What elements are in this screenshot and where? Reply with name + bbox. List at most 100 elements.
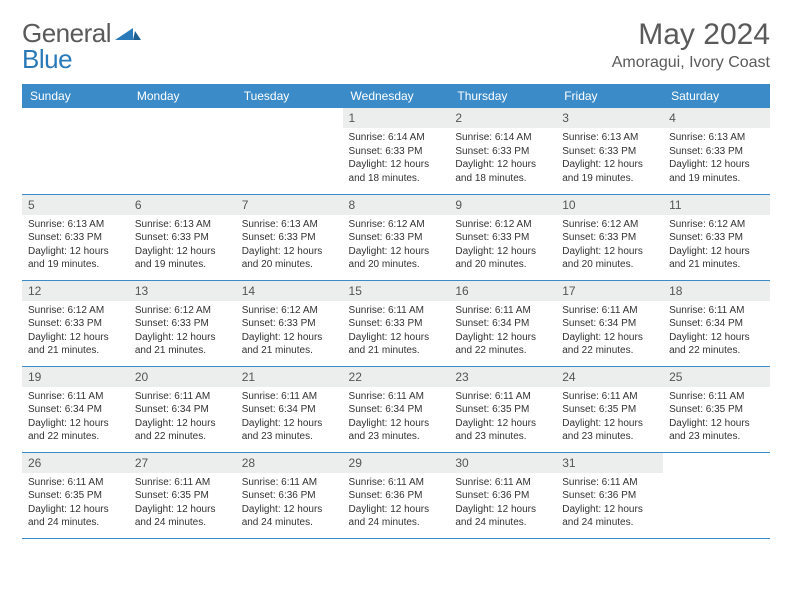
calendar-cell: 28Sunrise: 6:11 AMSunset: 6:36 PMDayligh…	[236, 452, 343, 538]
weekday-header: Saturday	[663, 84, 770, 108]
sunset-text: Sunset: 6:36 PM	[562, 489, 657, 503]
day-info: Sunrise: 6:12 AMSunset: 6:33 PMDaylight:…	[236, 301, 343, 362]
day-info: Sunrise: 6:13 AMSunset: 6:33 PMDaylight:…	[236, 215, 343, 276]
sunrise-text: Sunrise: 6:12 AM	[242, 304, 337, 318]
calendar-cell: 5Sunrise: 6:13 AMSunset: 6:33 PMDaylight…	[22, 194, 129, 280]
day-info: Sunrise: 6:14 AMSunset: 6:33 PMDaylight:…	[449, 128, 556, 189]
day-info: Sunrise: 6:11 AMSunset: 6:36 PMDaylight:…	[556, 473, 663, 534]
daylight-text: Daylight: 12 hours and 21 minutes.	[349, 331, 444, 358]
calendar-cell: 25Sunrise: 6:11 AMSunset: 6:35 PMDayligh…	[663, 366, 770, 452]
daylight-text: Daylight: 12 hours and 24 minutes.	[562, 503, 657, 530]
day-number: 1	[343, 108, 450, 128]
day-info: Sunrise: 6:11 AMSunset: 6:35 PMDaylight:…	[129, 473, 236, 534]
daylight-text: Daylight: 12 hours and 20 minutes.	[455, 245, 550, 272]
sunset-text: Sunset: 6:35 PM	[562, 403, 657, 417]
sunset-text: Sunset: 6:33 PM	[349, 317, 444, 331]
daylight-text: Daylight: 12 hours and 24 minutes.	[28, 503, 123, 530]
day-info: Sunrise: 6:11 AMSunset: 6:36 PMDaylight:…	[343, 473, 450, 534]
day-number: 3	[556, 108, 663, 128]
day-number: 13	[129, 281, 236, 301]
daylight-text: Daylight: 12 hours and 19 minutes.	[135, 245, 230, 272]
sunrise-text: Sunrise: 6:11 AM	[242, 390, 337, 404]
sunset-text: Sunset: 6:33 PM	[28, 231, 123, 245]
day-info: Sunrise: 6:12 AMSunset: 6:33 PMDaylight:…	[22, 301, 129, 362]
sunrise-text: Sunrise: 6:11 AM	[28, 476, 123, 490]
daylight-text: Daylight: 12 hours and 22 minutes.	[28, 417, 123, 444]
sunrise-text: Sunrise: 6:11 AM	[349, 304, 444, 318]
day-info: Sunrise: 6:11 AMSunset: 6:34 PMDaylight:…	[129, 387, 236, 448]
day-info: Sunrise: 6:11 AMSunset: 6:34 PMDaylight:…	[556, 301, 663, 362]
sunset-text: Sunset: 6:35 PM	[455, 403, 550, 417]
weekday-header-row: Sunday Monday Tuesday Wednesday Thursday…	[22, 84, 770, 108]
sunrise-text: Sunrise: 6:11 AM	[562, 304, 657, 318]
daylight-text: Daylight: 12 hours and 21 minutes.	[28, 331, 123, 358]
day-number: 22	[343, 367, 450, 387]
day-number: 2	[449, 108, 556, 128]
weekday-header: Sunday	[22, 84, 129, 108]
calendar-week-row: 19Sunrise: 6:11 AMSunset: 6:34 PMDayligh…	[22, 366, 770, 452]
sunrise-text: Sunrise: 6:11 AM	[562, 476, 657, 490]
calendar-cell: 12Sunrise: 6:12 AMSunset: 6:33 PMDayligh…	[22, 280, 129, 366]
daylight-text: Daylight: 12 hours and 23 minutes.	[669, 417, 764, 444]
sunset-text: Sunset: 6:33 PM	[28, 317, 123, 331]
daylight-text: Daylight: 12 hours and 23 minutes.	[349, 417, 444, 444]
calendar-cell: 13Sunrise: 6:12 AMSunset: 6:33 PMDayligh…	[129, 280, 236, 366]
calendar-cell: 7Sunrise: 6:13 AMSunset: 6:33 PMDaylight…	[236, 194, 343, 280]
day-number: 9	[449, 195, 556, 215]
day-number: 26	[22, 453, 129, 473]
day-info: Sunrise: 6:11 AMSunset: 6:35 PMDaylight:…	[663, 387, 770, 448]
day-number: 12	[22, 281, 129, 301]
weekday-header: Tuesday	[236, 84, 343, 108]
calendar-week-row: 12Sunrise: 6:12 AMSunset: 6:33 PMDayligh…	[22, 280, 770, 366]
day-info: Sunrise: 6:12 AMSunset: 6:33 PMDaylight:…	[343, 215, 450, 276]
weekday-header: Monday	[129, 84, 236, 108]
daylight-text: Daylight: 12 hours and 20 minutes.	[242, 245, 337, 272]
calendar-cell: 20Sunrise: 6:11 AMSunset: 6:34 PMDayligh…	[129, 366, 236, 452]
daylight-text: Daylight: 12 hours and 20 minutes.	[349, 245, 444, 272]
day-info: Sunrise: 6:12 AMSunset: 6:33 PMDaylight:…	[556, 215, 663, 276]
day-number: 17	[556, 281, 663, 301]
sunset-text: Sunset: 6:33 PM	[242, 231, 337, 245]
calendar-week-row: 5Sunrise: 6:13 AMSunset: 6:33 PMDaylight…	[22, 194, 770, 280]
sunrise-text: Sunrise: 6:11 AM	[135, 476, 230, 490]
weekday-header: Friday	[556, 84, 663, 108]
month-title: May 2024	[612, 18, 770, 52]
day-number: 20	[129, 367, 236, 387]
daylight-text: Daylight: 12 hours and 22 minutes.	[455, 331, 550, 358]
calendar-cell: 8Sunrise: 6:12 AMSunset: 6:33 PMDaylight…	[343, 194, 450, 280]
daylight-text: Daylight: 12 hours and 24 minutes.	[135, 503, 230, 530]
calendar-cell: 14Sunrise: 6:12 AMSunset: 6:33 PMDayligh…	[236, 280, 343, 366]
daylight-text: Daylight: 12 hours and 22 minutes.	[562, 331, 657, 358]
calendar-cell: 2Sunrise: 6:14 AMSunset: 6:33 PMDaylight…	[449, 108, 556, 194]
day-number: 7	[236, 195, 343, 215]
sunrise-text: Sunrise: 6:11 AM	[455, 304, 550, 318]
day-info: Sunrise: 6:11 AMSunset: 6:35 PMDaylight:…	[22, 473, 129, 534]
logo-mark-icon	[115, 22, 141, 45]
sunrise-text: Sunrise: 6:11 AM	[455, 476, 550, 490]
sunset-text: Sunset: 6:34 PM	[135, 403, 230, 417]
day-number: 31	[556, 453, 663, 473]
sunset-text: Sunset: 6:33 PM	[455, 145, 550, 159]
sunrise-text: Sunrise: 6:11 AM	[562, 390, 657, 404]
day-number: 15	[343, 281, 450, 301]
daylight-text: Daylight: 12 hours and 24 minutes.	[242, 503, 337, 530]
calendar-week-row: 26Sunrise: 6:11 AMSunset: 6:35 PMDayligh…	[22, 452, 770, 538]
sunrise-text: Sunrise: 6:13 AM	[562, 131, 657, 145]
daylight-text: Daylight: 12 hours and 21 minutes.	[242, 331, 337, 358]
day-info: Sunrise: 6:11 AMSunset: 6:36 PMDaylight:…	[236, 473, 343, 534]
daylight-text: Daylight: 12 hours and 20 minutes.	[562, 245, 657, 272]
day-number: 19	[22, 367, 129, 387]
daylight-text: Daylight: 12 hours and 18 minutes.	[349, 158, 444, 185]
sunrise-text: Sunrise: 6:11 AM	[28, 390, 123, 404]
sunset-text: Sunset: 6:35 PM	[669, 403, 764, 417]
calendar-cell: 16Sunrise: 6:11 AMSunset: 6:34 PMDayligh…	[449, 280, 556, 366]
daylight-text: Daylight: 12 hours and 21 minutes.	[135, 331, 230, 358]
calendar-week-row: 1Sunrise: 6:14 AMSunset: 6:33 PMDaylight…	[22, 108, 770, 194]
daylight-text: Daylight: 12 hours and 23 minutes.	[455, 417, 550, 444]
day-info: Sunrise: 6:11 AMSunset: 6:34 PMDaylight:…	[236, 387, 343, 448]
day-info: Sunrise: 6:11 AMSunset: 6:34 PMDaylight:…	[663, 301, 770, 362]
calendar-cell: 4Sunrise: 6:13 AMSunset: 6:33 PMDaylight…	[663, 108, 770, 194]
sunset-text: Sunset: 6:34 PM	[242, 403, 337, 417]
day-number: 6	[129, 195, 236, 215]
sunrise-text: Sunrise: 6:13 AM	[669, 131, 764, 145]
